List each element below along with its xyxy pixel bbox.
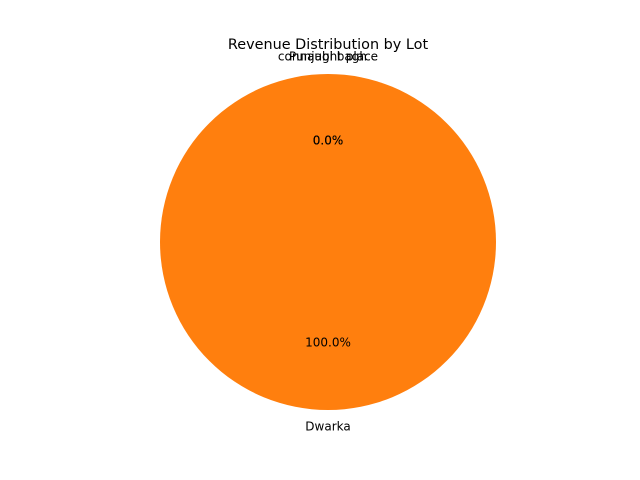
pie-slice-dwarka [160, 74, 496, 410]
pie-slices [160, 74, 496, 410]
percent-label-punjabi-bagh: 0.0% [313, 134, 344, 148]
percent-label-dwarka: 100.0% [305, 335, 351, 349]
percent-label-connaught-place: 0.0% [313, 134, 344, 148]
chart-title: Revenue Distribution by Lot [228, 37, 429, 53]
slice-label-punjabi-bagh: Punjabi bagh [289, 50, 367, 64]
slice-label-connaught-place: connaught place [278, 50, 378, 64]
slice-label-dwarka: Dwarka [305, 419, 350, 433]
